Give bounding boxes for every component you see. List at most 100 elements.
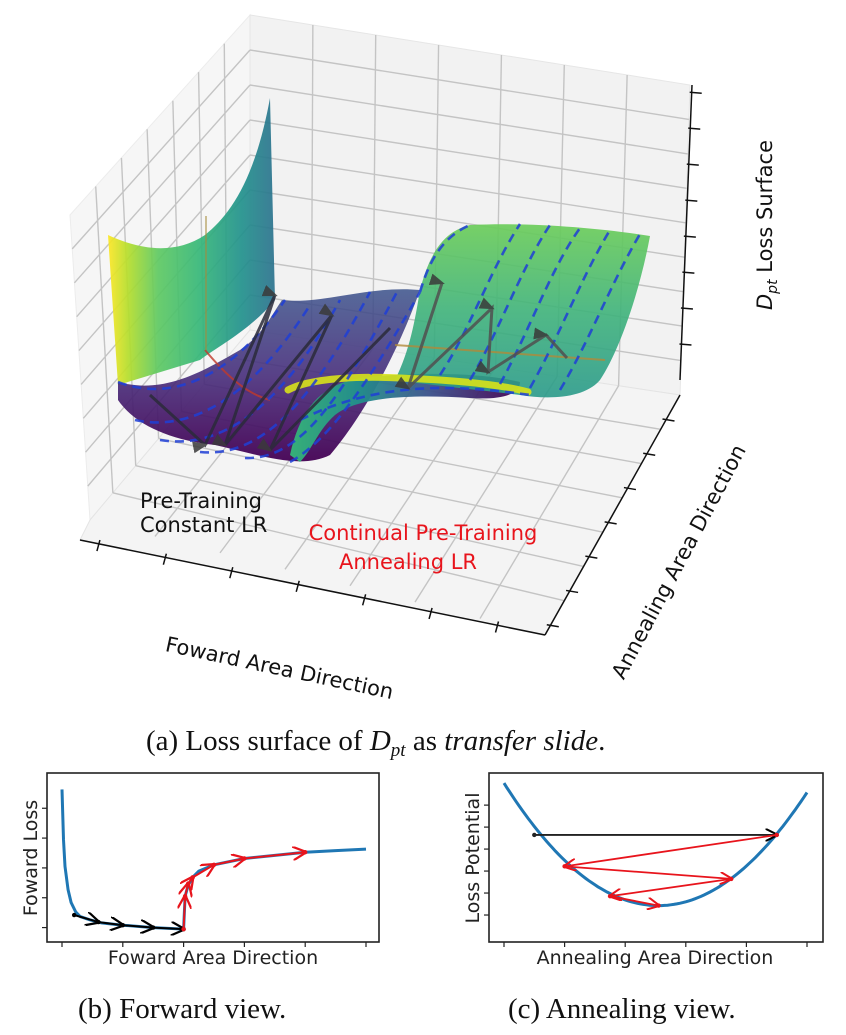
z-axis-ticks — [679, 91, 702, 346]
annealing-step-point — [190, 875, 195, 880]
grid-line — [73, 84, 251, 284]
annealing-step-point — [185, 881, 191, 886]
z-label-text: Loss Surface — [753, 140, 777, 279]
z-axis-label-3d: Dpt Loss Surface — [753, 140, 781, 310]
grid-line — [95, 186, 114, 493]
grid-line — [158, 437, 604, 533]
forward-plot-frame — [46, 772, 380, 943]
y-tick — [643, 452, 656, 457]
x-tick — [162, 553, 168, 565]
caption-c: (c) Annealing view. — [508, 993, 736, 1025]
x-tick — [428, 607, 433, 620]
annealing-step-point — [211, 862, 217, 867]
surface-step — [290, 373, 520, 462]
x-tick — [229, 567, 234, 579]
z-axis-line — [679, 84, 693, 381]
z-tick — [686, 163, 699, 166]
x-tick — [96, 539, 101, 552]
forward-annealing-steps — [181, 850, 308, 932]
annotation-annealing-line2: Annealing LR — [339, 550, 477, 574]
caption-a: (a) Loss surface of Dpt as transfer slid… — [146, 725, 605, 762]
pretraining-step-arrow — [73, 915, 98, 922]
annealing-plot-ticks — [484, 804, 808, 947]
annealing-step-arrow — [192, 865, 214, 879]
z-tick — [688, 127, 701, 130]
pretraining-step-point — [120, 923, 126, 928]
annealing-step-point — [303, 850, 308, 855]
annotation-pretraining-line2: Constant LR — [140, 513, 267, 537]
initial-step-point — [532, 832, 537, 838]
y-tick — [546, 623, 559, 628]
annealing-step-point — [656, 903, 661, 908]
annotation-pretraining-line1: Pre-Training — [140, 489, 262, 513]
annealing-oscillation-steps — [562, 832, 779, 908]
annealing-step-arrow — [609, 895, 658, 905]
annealing-step-point — [181, 926, 186, 932]
grid-line — [249, 154, 686, 224]
grid-line — [135, 465, 584, 568]
z-tick — [689, 91, 702, 94]
forward-view-plot: Foward Area Direction Foward Loss — [20, 772, 380, 969]
z-label-sub: pt — [765, 279, 781, 295]
forward-x-label: Foward Area Direction — [108, 947, 318, 969]
annealing-step-point — [562, 864, 567, 869]
grid-line — [349, 366, 497, 587]
z-tick — [682, 271, 695, 274]
y-tick — [662, 418, 675, 422]
z-tick — [685, 199, 698, 202]
y-axis-ticks — [546, 418, 675, 628]
x-tick — [295, 580, 300, 592]
grid-line — [112, 492, 565, 602]
caption-a-italic: transfer slide — [444, 725, 599, 757]
x-tick — [361, 594, 367, 606]
caption-a-suffix: . — [598, 725, 606, 757]
x-axis-line — [79, 539, 546, 636]
annealing-step-point — [242, 856, 247, 861]
caption-b: (b) Forward view. — [78, 993, 287, 1025]
annealing-step-arrow — [610, 878, 732, 896]
annealing-step-point — [182, 893, 188, 899]
pretraining-step-point — [151, 925, 156, 930]
annealing-trajectory — [394, 273, 569, 390]
pretraining-trajectory — [148, 284, 392, 454]
z-tick — [683, 235, 696, 238]
annealing-view-plot: Annealing Area Direction Loss Potential — [462, 772, 824, 969]
x-axis-ticks — [96, 539, 500, 633]
grid-line — [76, 119, 251, 318]
contour-line — [244, 289, 400, 460]
annealing-step-arrow — [565, 834, 777, 866]
trajectory-pretraining — [148, 284, 392, 454]
grid-line — [479, 385, 620, 619]
x-axis-label-3d: Foward Area Direction — [163, 632, 395, 704]
caption-a-mid: as — [405, 725, 445, 757]
grid-line — [249, 49, 689, 121]
annealing-step-arrow — [564, 865, 732, 879]
caption-a-math: D — [369, 725, 391, 757]
z-tick — [679, 343, 692, 346]
y-tick — [565, 589, 579, 594]
pretraining-step-point — [71, 912, 77, 918]
annealing-step-point — [774, 832, 779, 838]
annealing-step-arrow — [184, 896, 186, 930]
trajectory-annealing — [394, 273, 569, 390]
forward-plot-ticks — [42, 807, 367, 947]
x-tick — [494, 621, 500, 633]
grid-line — [249, 119, 687, 190]
annealing-x-label: Annealing Area Direction — [537, 947, 774, 969]
annealing-step-point — [607, 893, 613, 899]
caption-a-math-sub: pt — [390, 740, 406, 761]
grid-line — [249, 84, 688, 155]
annealing-y-label: Loss Potential — [462, 793, 484, 924]
caption-a-prefix: (a) Loss surface of — [146, 725, 370, 757]
y-tick — [623, 486, 637, 491]
annealing-step-point — [729, 876, 734, 882]
loss-surface-3d-plot: Pre-Training Constant LR Continual Pre-T… — [69, 13, 781, 704]
annotation-annealing-line1: Continual Pre-Training — [309, 521, 538, 545]
contour-line — [558, 233, 642, 391]
y-axis-line — [544, 394, 681, 636]
y-tick — [585, 555, 598, 559]
annealing-step-arrow — [213, 859, 244, 865]
grid-line — [71, 49, 251, 250]
z-tick — [680, 307, 693, 310]
